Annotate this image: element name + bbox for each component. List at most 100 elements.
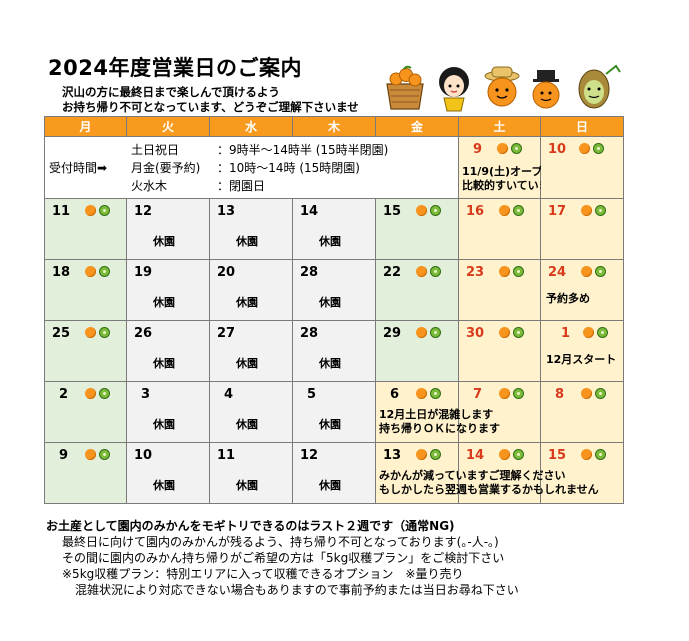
day-cell: 28 休園 bbox=[292, 259, 376, 321]
kiwi-icon bbox=[99, 327, 110, 338]
last-weeks-note-line-1: みかんが減っていますご理解ください bbox=[379, 469, 566, 482]
day-number: 29 bbox=[383, 326, 402, 341]
day-cell: 13 休園 bbox=[209, 198, 293, 260]
day-note: 12月スタート bbox=[546, 353, 617, 366]
day-number: 12 bbox=[300, 448, 319, 463]
day-cell: 3 休園 bbox=[126, 381, 210, 443]
calendar-week-3: 18 19 休園 20 休園 28 休園 22 23 24 予約多め bbox=[44, 259, 624, 321]
kiwi-icon bbox=[513, 266, 524, 277]
orange-icon bbox=[85, 449, 96, 460]
day-cell: 29 bbox=[375, 320, 459, 382]
day-cell: 28 休園 bbox=[292, 320, 376, 382]
day-cell: 22 bbox=[375, 259, 459, 321]
day-number: 28 bbox=[300, 265, 319, 280]
kiwi-icon bbox=[597, 327, 608, 338]
calendar-table: 月 火 水 木 金 土 日 受付時間➡ 土日祝日 ：9時半～14時半 (15時半… bbox=[44, 116, 624, 504]
closed-label: 休園 bbox=[153, 479, 175, 492]
day-cell: 2 bbox=[44, 381, 127, 443]
closed-label: 休園 bbox=[319, 357, 341, 370]
weekday-header-row: 月 火 水 木 金 土 日 bbox=[44, 116, 624, 137]
day-cell: 15 bbox=[375, 198, 459, 260]
kiwi-icon bbox=[595, 388, 606, 399]
day-number: 5 bbox=[307, 387, 317, 402]
kiwi-mascot-icon bbox=[578, 64, 621, 109]
day-cell: 12 休園 bbox=[126, 198, 210, 260]
orange-icon bbox=[581, 205, 592, 216]
hours-label: 受付時間➡ bbox=[49, 161, 108, 175]
hours-row3-label: 火水木 bbox=[131, 179, 168, 193]
day-number: 14 bbox=[300, 204, 319, 219]
day-cell: 15 bbox=[540, 442, 624, 504]
kiwi-icon bbox=[513, 205, 524, 216]
girl-mascot-icon bbox=[439, 67, 469, 112]
day-number: 13 bbox=[217, 204, 236, 219]
weekday-fri: 金 bbox=[375, 116, 459, 137]
kiwi-icon bbox=[595, 205, 606, 216]
footer-heading: お土産として園内のみかんをモギトリできるのはラスト２週です（通常NG) bbox=[46, 519, 455, 533]
kiwi-icon bbox=[99, 205, 110, 216]
day-cell: 9 bbox=[44, 442, 127, 504]
orange-icon bbox=[416, 205, 427, 216]
day-number: 11 bbox=[52, 204, 71, 219]
closed-label: 休園 bbox=[153, 296, 175, 309]
kiwi-icon bbox=[430, 205, 441, 216]
kiwi-icon bbox=[513, 327, 524, 338]
opening-note-line-2: 比較的すいています bbox=[462, 179, 561, 192]
footer-line-3: ※5kg収穫プラン：特別エリアに入って収穫できるオプション ※量り売り bbox=[62, 567, 464, 581]
day-cell: 30 bbox=[458, 320, 541, 382]
day-cell: 19 休園 bbox=[126, 259, 210, 321]
orange-hat-mascot-icon bbox=[484, 66, 520, 107]
closed-label: 休園 bbox=[319, 296, 341, 309]
closed-label: 休園 bbox=[236, 357, 258, 370]
day-number: 6 bbox=[390, 387, 400, 402]
orange-icon bbox=[499, 327, 510, 338]
day-cell: 11 bbox=[44, 198, 127, 260]
orange-tophat-mascot-icon bbox=[532, 70, 560, 109]
page-title: 2024年度営業日のご案内 bbox=[48, 56, 302, 80]
hours-row3-value: ：閉園日 bbox=[217, 179, 266, 193]
weekday-wed: 水 bbox=[209, 116, 293, 137]
weekday-sun: 日 bbox=[540, 116, 624, 137]
orange-icon bbox=[581, 449, 592, 460]
closed-label: 休園 bbox=[236, 235, 258, 248]
orange-icon bbox=[499, 449, 510, 460]
weekday-thu: 木 bbox=[292, 116, 376, 137]
day-cell: 13 みかんが減っていますご理解ください もしかしたら翌週も営業するかもしれません bbox=[375, 442, 599, 504]
kiwi-icon bbox=[513, 449, 524, 460]
day-number: 12 bbox=[134, 204, 153, 219]
kiwi-icon bbox=[595, 266, 606, 277]
closed-label: 休園 bbox=[236, 479, 258, 492]
day-number: 27 bbox=[217, 326, 236, 341]
kiwi-icon bbox=[593, 143, 604, 154]
weekday-tue: 火 bbox=[126, 116, 210, 137]
closed-label: 休園 bbox=[236, 418, 258, 431]
calendar-week-6: 9 10 休園 11 休園 12 休園 13 みかんが減っていますご理解ください もしかし… bbox=[44, 442, 624, 504]
footer-line-1: 最終日に向けて園内のみかんが残るよう、持ち帰り不可となっております(｡-人-｡) bbox=[62, 535, 499, 549]
footer-line-2: その間に園内のみかん持ち帰りがご希望の方は「5kg収穫プラン」をご検討下さい bbox=[62, 551, 505, 565]
day-cell: 1 12月スタート bbox=[540, 320, 624, 382]
december-note-line-2: 持ち帰りＯＫになります bbox=[379, 422, 500, 435]
orange-icon bbox=[85, 266, 96, 277]
day-cell: 14 bbox=[458, 442, 541, 504]
hours-row2-value: ：10時～14時 (15時閉園) bbox=[217, 161, 360, 175]
day-number: 3 bbox=[141, 387, 151, 402]
day-number: 2 bbox=[59, 387, 69, 402]
day-cell: 27 休園 bbox=[209, 320, 293, 382]
kiwi-icon bbox=[430, 388, 441, 399]
day-cell: 14 休園 bbox=[292, 198, 376, 260]
kiwi-icon bbox=[430, 449, 441, 460]
calendar-week-5: 2 3 休園 4 休園 5 休園 6 12月土日が混雑します 持ち帰りＯＫになります 7 … bbox=[44, 381, 624, 443]
kiwi-icon bbox=[430, 266, 441, 277]
day-number: 10 bbox=[134, 448, 153, 463]
day-number: 18 bbox=[52, 265, 71, 280]
day-number: 9 bbox=[473, 142, 483, 157]
day-cell: 18 bbox=[44, 259, 127, 321]
hours-row1-label: 土日祝日 bbox=[131, 143, 180, 157]
day-cell: 4 休園 bbox=[209, 381, 293, 443]
calendar-week-4: 25 26 休園 27 休園 28 休園 29 30 1 12月スタート bbox=[44, 320, 624, 382]
day-cell: 26 休園 bbox=[126, 320, 210, 382]
day-cell: 20 休園 bbox=[209, 259, 293, 321]
day-number: 13 bbox=[383, 448, 402, 463]
day-cell-sun-10: 10 bbox=[540, 136, 624, 199]
day-cell: 10 休園 bbox=[126, 442, 210, 504]
